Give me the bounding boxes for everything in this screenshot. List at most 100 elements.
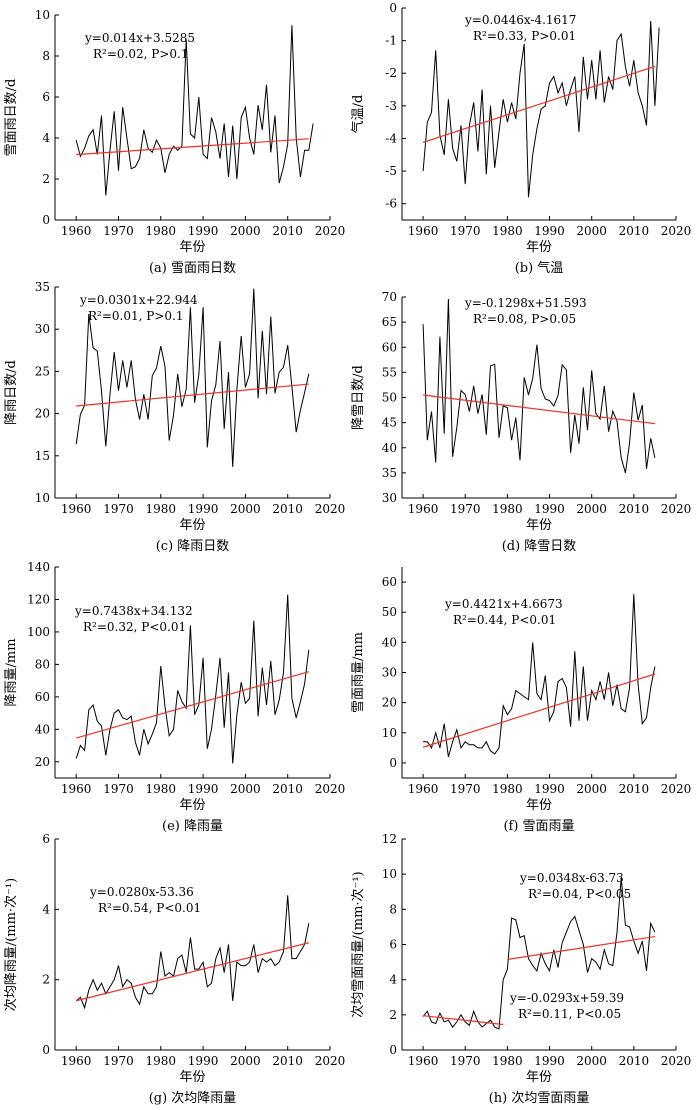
x-tick-label: 1960	[61, 1054, 92, 1068]
y-tick-label: 30	[35, 322, 50, 336]
x-tick-label: 1990	[188, 782, 219, 796]
panel-caption: (d) 降雪日数	[502, 539, 577, 554]
x-tick-label: 1970	[450, 502, 481, 516]
x-tick-label: 2000	[230, 782, 261, 796]
trend-line	[423, 1015, 504, 1026]
y-axis-label: 次均降雨量/(mm·次⁻¹)	[3, 878, 19, 1011]
x-tick-label: 2010	[272, 1054, 303, 1068]
x-tick-label: 1980	[492, 782, 523, 796]
x-tick-label: 2010	[272, 502, 303, 516]
x-tick-label: 2020	[661, 782, 692, 796]
regression-equation: R²=0.33, P>0.01	[473, 29, 576, 43]
y-tick-label: 65	[382, 315, 397, 329]
x-tick-label: 2000	[576, 782, 607, 796]
x-tick-label: 1990	[534, 1054, 565, 1068]
y-tick-label: 70	[382, 290, 397, 304]
x-tick-label: 2020	[661, 1054, 692, 1068]
y-tick-label: 30	[382, 666, 397, 680]
y-tick-label: 4	[42, 902, 50, 916]
x-tick-label: 1970	[103, 782, 134, 796]
x-tick-label: 2000	[576, 224, 607, 238]
y-tick-label: 8	[42, 49, 50, 63]
x-tick-label: 1970	[103, 1054, 134, 1068]
x-tick-label: 2020	[315, 1054, 346, 1068]
regression-equation: R²=0.11, P<0.05	[518, 1007, 621, 1021]
y-tick-label: 6	[42, 832, 50, 846]
trend-line	[422, 65, 656, 143]
x-tick-label: 2000	[576, 502, 607, 516]
panel-f: 1960 1970 1980 1990 2000 2010 2020 0 10 20 30 40 50 6…	[351, 567, 691, 834]
x-tick-label: 1990	[534, 502, 565, 516]
x-tick-label: 2000	[230, 502, 261, 516]
y-tick-label: 25	[35, 364, 50, 378]
x-axis-label: 年份	[526, 518, 552, 533]
regression-equation: y=0.014x+3.5285	[84, 31, 195, 45]
x-tick-label: 1990	[188, 1054, 219, 1068]
y-axis-label: 降雪日数/d	[351, 365, 366, 430]
trend-line	[75, 671, 310, 739]
x-tick-label: 2010	[272, 224, 303, 238]
y-tick-label: 80	[35, 657, 50, 671]
x-axis-label: 年份	[179, 240, 205, 255]
panel-a: 1960 1970 1980 1990 2000 2010 2020 0 2 4 6 8 10 年份 雪面雨…	[4, 8, 345, 276]
regression-equation: R²=0.04, P<0.05	[528, 887, 631, 901]
regression-equation: R²=0.08, P>0.05	[473, 312, 576, 326]
trend-line	[423, 394, 655, 425]
y-tick-label: 35	[382, 466, 397, 480]
panel-caption: (c) 降雨日数	[156, 539, 230, 554]
x-tick-label: 1980	[492, 1054, 523, 1068]
trend-line	[422, 673, 656, 748]
y-axis-label: 雪面雨量/mm	[351, 632, 366, 713]
y-tick-label: 35	[35, 280, 50, 294]
x-tick-label: 2010	[619, 1054, 650, 1068]
y-tick-label: 10	[35, 491, 50, 505]
data-series-line	[422, 877, 656, 1030]
y-tick-label: 0	[42, 213, 50, 227]
x-tick-label: 1970	[103, 224, 134, 238]
x-tick-label: 1990	[188, 502, 219, 516]
regression-equation: y=0.0301x+22.944	[79, 293, 198, 307]
x-tick-label: 1980	[145, 1054, 176, 1068]
y-tick-label: 120	[27, 592, 50, 606]
y-tick-label: 12	[382, 832, 397, 846]
regression-equation: R²=0.54, P<0.01	[98, 901, 201, 915]
y-tick-label: 140	[27, 560, 50, 574]
y-tick-label: -4	[385, 131, 397, 145]
y-tick-label: 2	[42, 973, 50, 987]
x-tick-label: 2010	[619, 502, 650, 516]
x-tick-label: 1980	[492, 224, 523, 238]
data-series-line	[75, 288, 310, 467]
x-axis-label: 年份	[526, 240, 552, 255]
y-tick-label: 2	[389, 1008, 397, 1022]
trend-line	[76, 383, 309, 407]
y-axis-label: 次均雪面雨量/(mm·次⁻¹)	[350, 871, 366, 1017]
y-tick-label: 20	[35, 755, 50, 769]
x-tick-label: 1980	[145, 502, 176, 516]
y-tick-label: 60	[382, 340, 397, 354]
y-tick-label: 100	[27, 625, 50, 639]
regression-equation: y=0.0348x-63.73	[519, 871, 624, 885]
y-tick-label: 0	[389, 756, 397, 770]
y-tick-label: 40	[35, 722, 50, 736]
x-tick-label: 1970	[103, 502, 134, 516]
x-tick-label: 1960	[61, 782, 92, 796]
y-tick-label: -3	[385, 99, 397, 113]
x-axis-label: 年份	[179, 798, 205, 813]
y-tick-label: 55	[382, 365, 397, 379]
regression-equation: R²=0.44, P<0.01	[453, 613, 556, 627]
y-tick-label: 60	[382, 575, 397, 589]
y-tick-label: 30	[382, 491, 397, 505]
y-tick-label: 0	[389, 1043, 397, 1057]
x-tick-label: 1970	[450, 224, 481, 238]
regression-equation: y=-0.0293x+59.39	[509, 991, 624, 1005]
regression-equation: y=0.4421x+4.6673	[444, 597, 563, 611]
x-tick-label: 1990	[534, 224, 565, 238]
x-tick-label: 2010	[272, 782, 303, 796]
panel-caption: (g) 次均降雨量	[149, 1090, 237, 1106]
panel-e: 1960 1970 1980 1990 2000 2010 2020204060801001…	[4, 560, 345, 834]
y-tick-label: 20	[382, 696, 397, 710]
x-tick-label: 1980	[145, 782, 176, 796]
panel-g: 1960 1970 1980 1990 2000 2010 2020 0 2 4 6 年份 次均降雨量/…	[3, 832, 345, 1106]
y-tick-label: 15	[35, 449, 50, 463]
